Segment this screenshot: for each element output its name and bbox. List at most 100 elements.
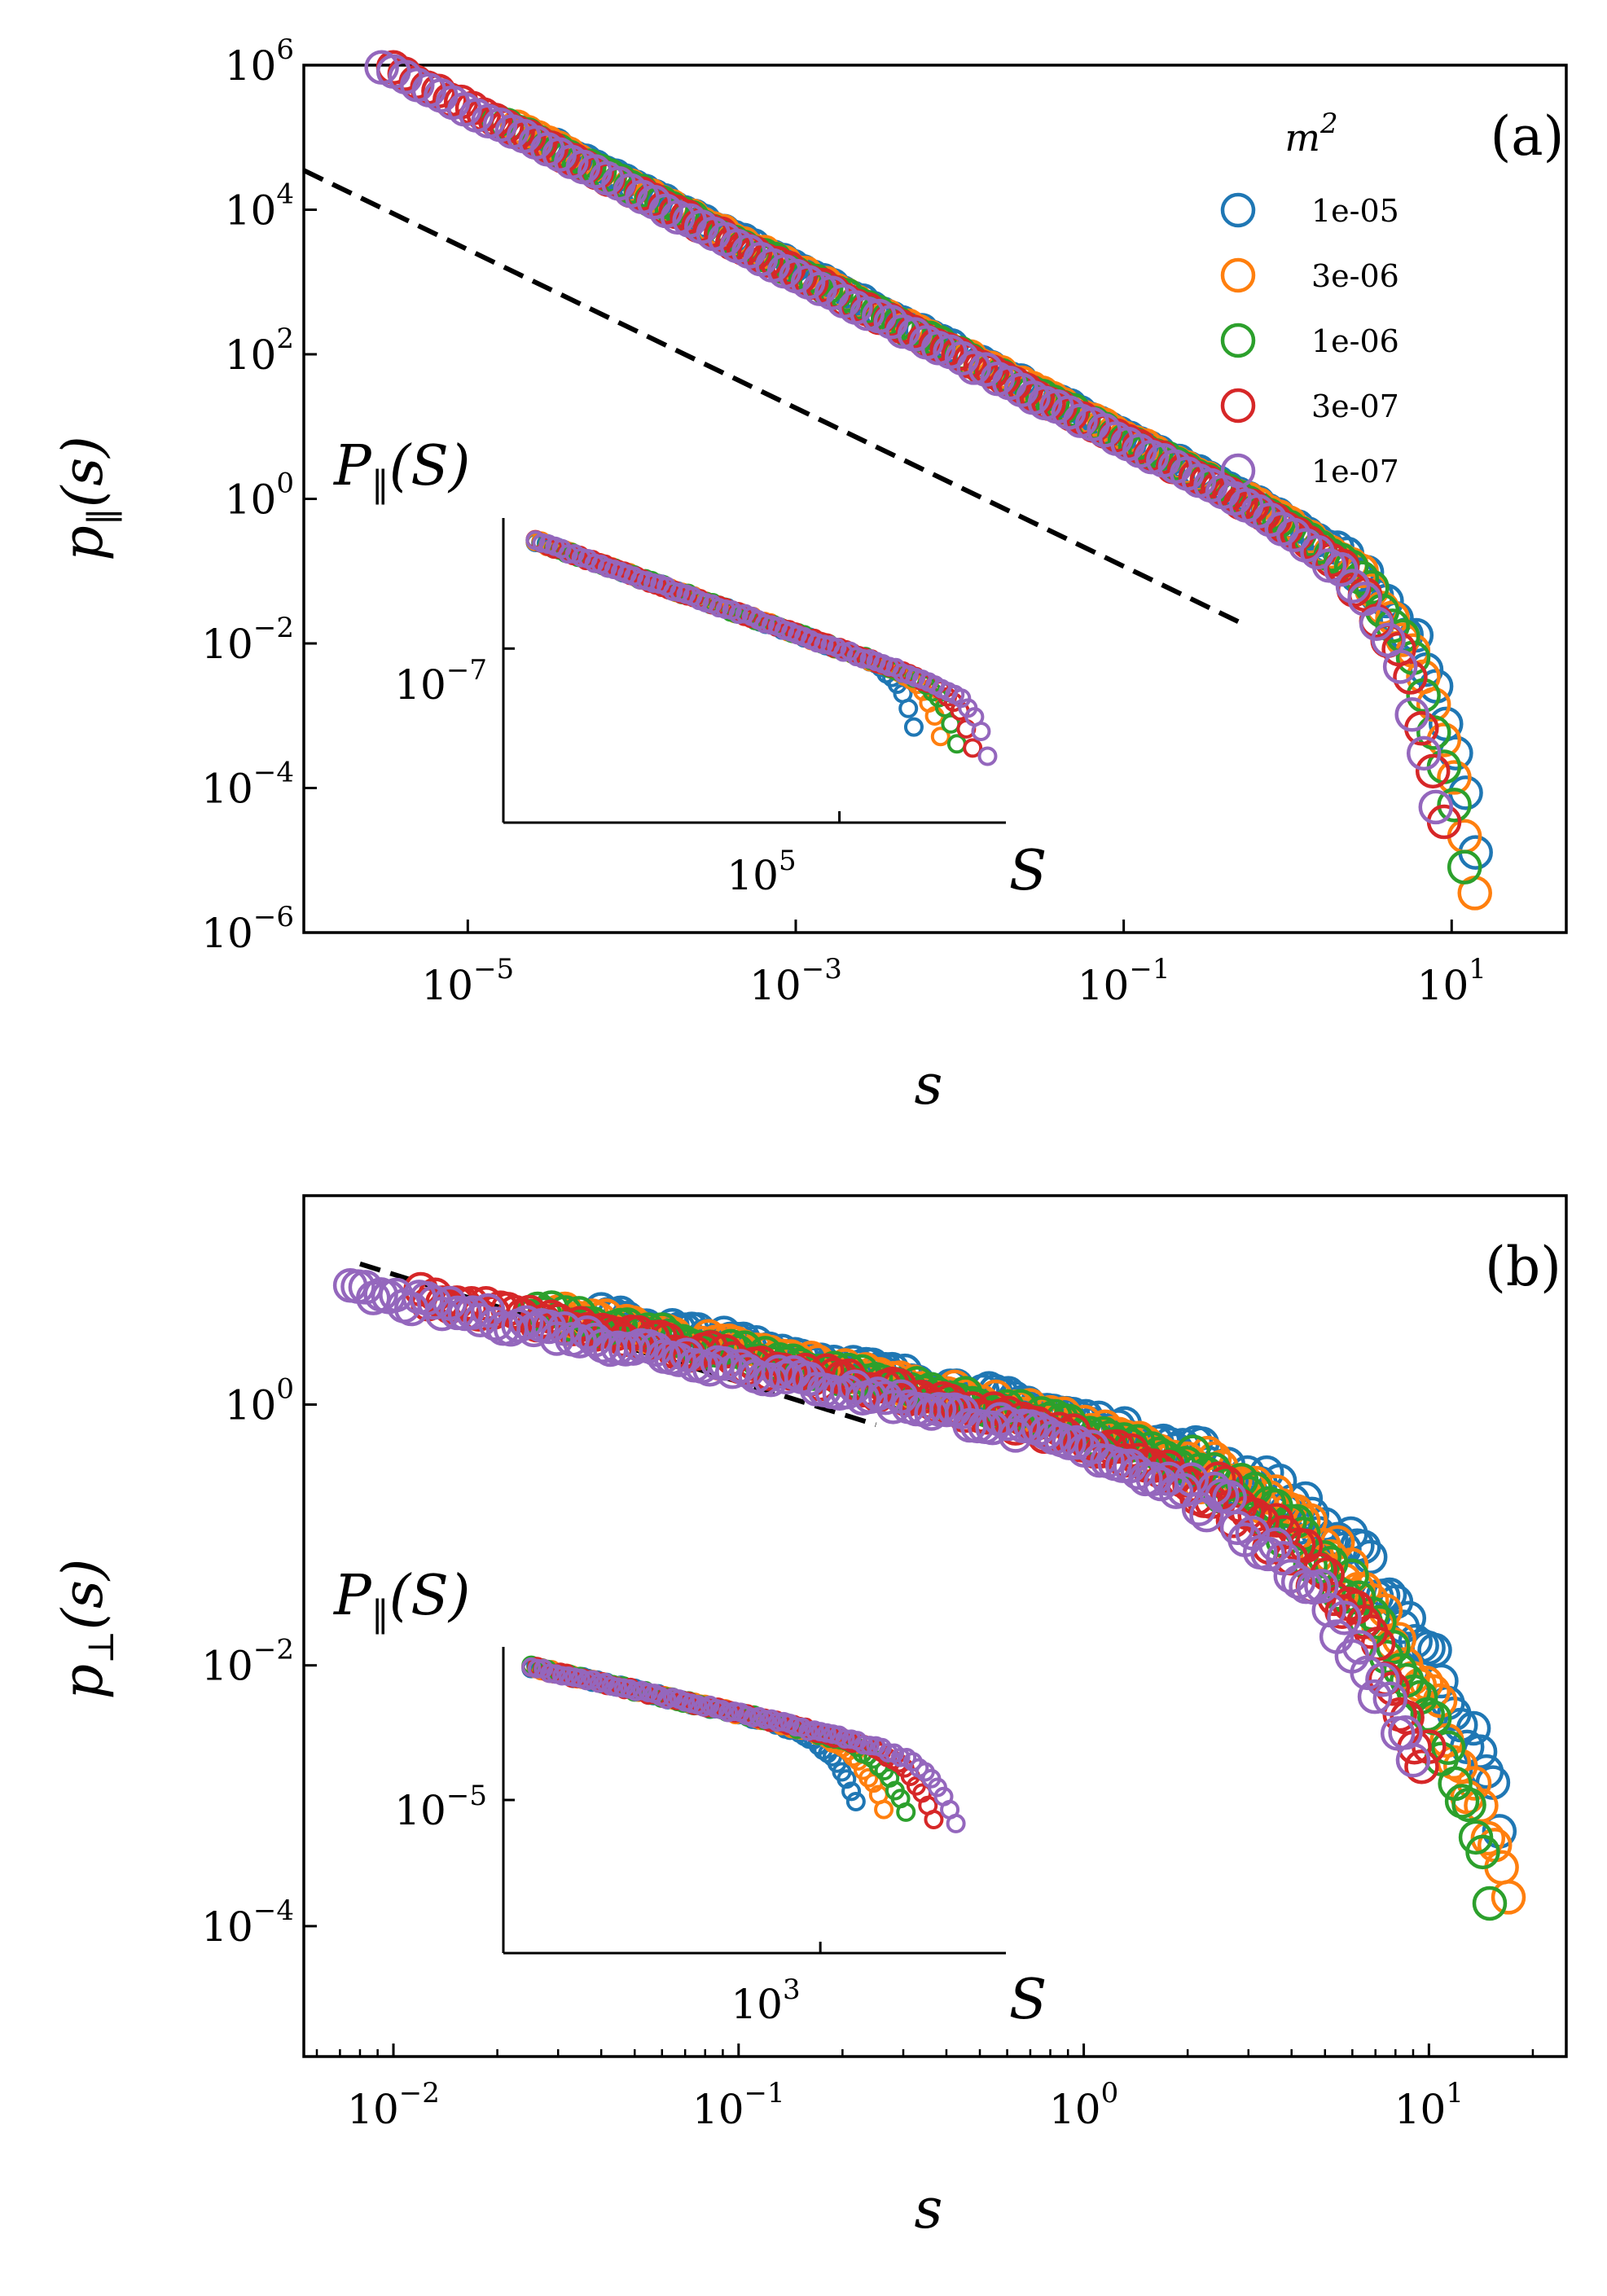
data-point-1e-07 (776, 1354, 811, 1390)
data-point-1e-06 (1465, 1834, 1500, 1870)
data-point-1e-07 (562, 1324, 597, 1359)
y-tick-label: 104 (225, 178, 294, 235)
data-point-1e-07 (1276, 517, 1311, 553)
inset-a-xlabel: S (1009, 839, 1047, 903)
inset-data-point-1e-07 (558, 544, 578, 564)
inset-data-point-1e-05 (845, 1791, 866, 1811)
inset-data-point-1e-07 (835, 1728, 855, 1749)
data-point-1e-07 (1327, 1600, 1362, 1635)
data-point-1e-07 (1395, 1742, 1431, 1778)
data-point-1e-07 (1365, 1662, 1400, 1697)
legend-label-3e-06: 3e-06 (1311, 258, 1399, 294)
data-point-1e-07 (1382, 649, 1418, 684)
data-point-3e-06 (1437, 760, 1472, 795)
inset-data-point-1e-07 (527, 1658, 547, 1679)
inset-data-point-1e-06 (946, 734, 967, 754)
x-tick-label: 10−5 (421, 953, 514, 1009)
data-point-1e-07 (1029, 1416, 1064, 1451)
inset-a-ylabel: P‖(S) (332, 434, 470, 505)
data-point-1e-07 (1372, 1681, 1408, 1717)
data-point-1e-05 (1346, 1530, 1381, 1565)
y-tick-label: 102 (225, 323, 294, 379)
data-point-1e-07 (463, 1302, 498, 1338)
panel-a-inset: P‖(S) S 105 10−7 (332, 434, 1047, 903)
inset-b-ylabel: P‖(S) (332, 1564, 470, 1635)
y-tick-label: 100 (225, 468, 294, 524)
inset-a-ticks (503, 647, 841, 823)
inset-data-point-1e-07 (971, 722, 991, 742)
panel-a-label: (a) (1491, 105, 1565, 168)
x-tick-label: 10−1 (692, 2077, 785, 2133)
data-point-1e-07 (1335, 569, 1371, 604)
legend-marker-1e-06 (1220, 323, 1256, 358)
legend-marker-1e-05 (1220, 192, 1256, 228)
x-tick-label: 10−3 (749, 953, 842, 1009)
inset-data-point-1e-07 (853, 648, 873, 669)
legend-label-1e-07: 1e-07 (1311, 454, 1399, 489)
panel-b-xlabel: s (915, 2177, 943, 2241)
x-tick-label: 101 (1394, 2077, 1464, 2133)
inset-data-point-1e-07 (977, 746, 998, 766)
y-tick-label: 10−4 (201, 1894, 294, 1951)
inset-b-xlabel: S (1009, 1968, 1047, 2032)
data-point-3e-07 (1237, 1497, 1272, 1533)
inset-data-point-1e-07 (755, 1710, 775, 1730)
panel-b-ylabel: p⊥(s) (51, 1559, 122, 1700)
inset-b-xtick-label: 103 (731, 1973, 800, 2028)
data-point-1e-06 (1375, 608, 1410, 643)
data-point-1e-07 (1304, 1569, 1339, 1604)
data-point-3e-07 (1393, 660, 1428, 695)
data-point-1e-07 (508, 1305, 544, 1340)
inset-data-point-3e-07 (924, 1809, 944, 1829)
data-point-1e-07 (1280, 1564, 1316, 1600)
legend-label-1e-05: 1e-05 (1311, 193, 1399, 229)
data-point-1e-07 (707, 1346, 743, 1381)
inset-data-point-1e-05 (836, 1769, 857, 1789)
panel-b-inset: P‖(S) S 103 10−5 (332, 1564, 1047, 2032)
inset-data-point-1e-07 (552, 1666, 573, 1686)
y-tick-label: 10−6 (201, 901, 294, 957)
panel-a-xlabel: s (915, 1053, 943, 1117)
data-point-1e-07 (1266, 1540, 1301, 1576)
reference-dashed-line (302, 168, 1240, 624)
x-tick-label: 101 (1417, 953, 1486, 1009)
inset-data-point-1e-07 (946, 1813, 966, 1833)
inset-data-point-1e-07 (890, 1747, 911, 1767)
x-tick-label: 10−2 (347, 2077, 440, 2133)
inset-data-point-3e-07 (963, 738, 983, 758)
data-point-3e-07 (1404, 1749, 1439, 1785)
data-point-1e-06 (1451, 1787, 1486, 1823)
data-point-3e-06 (1456, 1766, 1492, 1801)
legend-entries: 1e-05 3e-06 1e-06 3e-07 1e-07 (1220, 192, 1399, 489)
data-point-1e-07 (867, 1380, 903, 1416)
inset-b-data-points (521, 1655, 966, 1833)
legend: m2 1e-05 3e-06 1e-06 3e-07 1e-07 (1220, 108, 1399, 489)
data-point-1e-07 (1357, 1679, 1393, 1714)
panel-b-data-points (332, 1268, 1526, 1921)
inset-data-point-3e-06 (858, 1767, 879, 1788)
data-point-1e-06 (1447, 849, 1482, 885)
data-point-1e-07 (1342, 1630, 1377, 1665)
inset-data-point-1e-07 (878, 1742, 898, 1763)
inset-a-data-points (525, 529, 998, 766)
data-point-1e-06 (1437, 788, 1472, 823)
data-point-1e-07 (455, 1295, 490, 1330)
data-point-1e-07 (1252, 502, 1288, 538)
legend-marker-3e-07 (1220, 388, 1256, 424)
inset-data-point-1e-07 (859, 1736, 880, 1756)
data-point-1e-07 (768, 1359, 804, 1395)
inset-data-point-3e-06 (930, 727, 951, 747)
data-point-3e-07 (1415, 753, 1451, 789)
y-tick-label: 10−2 (201, 1634, 294, 1690)
x-tick-label: 10−1 (1078, 953, 1170, 1009)
data-point-1e-07 (850, 296, 885, 331)
panel-a-ticks: 10−5 10−3 10−1 101 10−6 10−4 10−2 100 102 104 106 (201, 33, 1486, 1009)
data-point-1e-06 (1406, 678, 1441, 713)
y-tick-label: 106 (225, 33, 294, 90)
legend-title: m2 (1284, 108, 1337, 160)
inset-b-ytick-label: 10−5 (394, 1780, 487, 1834)
inset-data-point-1e-06 (896, 1802, 916, 1822)
panel-a-reference-line (302, 168, 1240, 624)
data-point-1e-06 (1430, 1730, 1466, 1766)
